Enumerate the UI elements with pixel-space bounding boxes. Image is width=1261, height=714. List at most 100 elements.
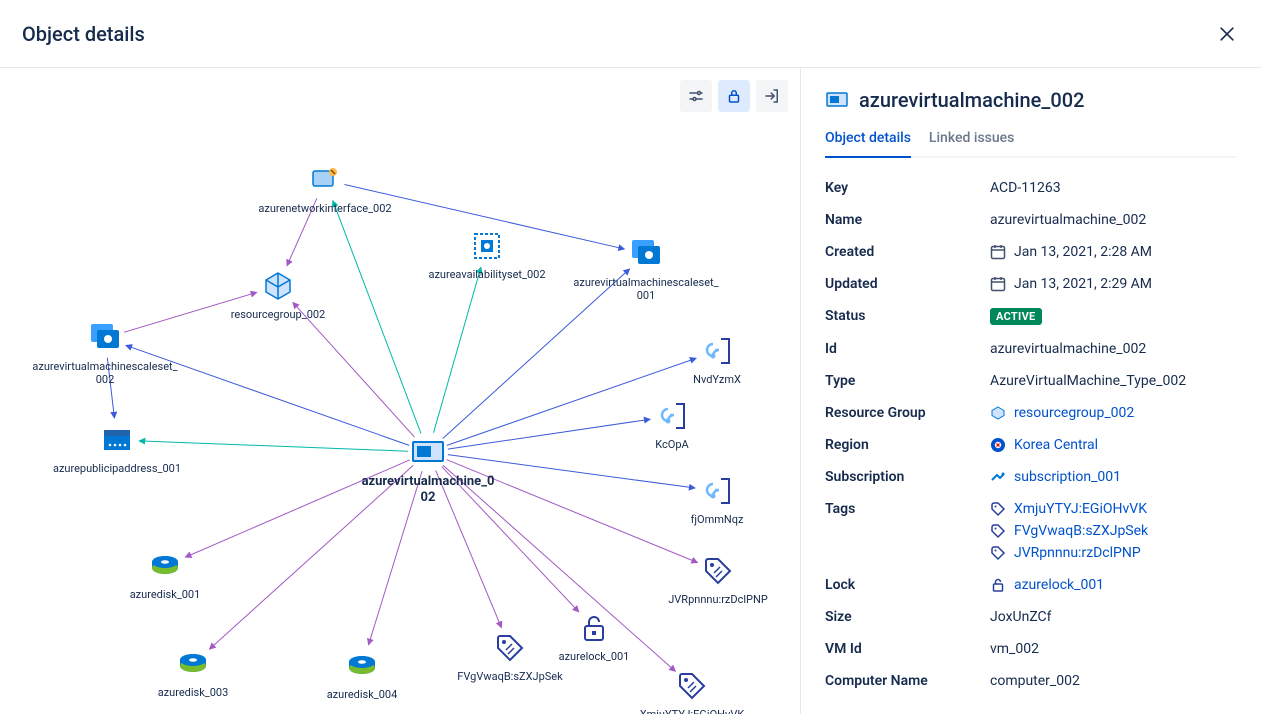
property-value-computer_name: computer_002 xyxy=(990,673,1237,689)
properties-list: KeyACD-11263Nameazurevirtualmachine_002C… xyxy=(825,172,1237,697)
tag-icon xyxy=(990,545,1006,561)
graph-expand-button[interactable] xyxy=(756,80,788,112)
graph-node-svc1[interactable]: NvdYzmX xyxy=(642,333,792,386)
text-id: azurevirtualmachine_002 xyxy=(990,341,1146,357)
property-row-type: TypeAzureVirtualMachine_Type_002 xyxy=(825,365,1237,397)
property-value-id: azurevirtualmachine_002 xyxy=(990,341,1237,357)
property-label-type: Type xyxy=(825,373,990,389)
object-title: azurevirtualmachine_002 xyxy=(825,88,1237,112)
graph-edges xyxy=(0,68,800,714)
graph-node-svc2[interactable]: KcOpA xyxy=(597,398,747,451)
property-value-vm_id: vm_002 xyxy=(990,641,1237,657)
disk-icon xyxy=(147,548,183,584)
property-row-region: Region Korea Central xyxy=(825,429,1237,461)
graph-node-label: azuredisk_004 xyxy=(327,688,398,701)
link-tags[interactable]: XmjuYTYJ:EGiOHvVK xyxy=(1014,501,1147,517)
link-subscription[interactable]: subscription_001 xyxy=(1014,469,1121,485)
vmss-icon xyxy=(87,320,123,356)
sliders-icon xyxy=(687,87,705,105)
property-label-id: Id xyxy=(825,341,990,357)
publicip-icon xyxy=(99,422,135,458)
link-tags[interactable]: FVgVwaqB:sZXJpSek xyxy=(1014,523,1148,539)
tab-linked-issues[interactable]: Linked issues xyxy=(929,124,1014,158)
property-row-lock: Lock azurelock_001 xyxy=(825,569,1237,601)
property-value-resource_group: resourcegroup_002 xyxy=(990,405,1237,421)
property-label-name: Name xyxy=(825,212,990,228)
page-title: Object details xyxy=(22,22,145,46)
property-value-size: JoxUnZCf xyxy=(990,609,1237,625)
service-icon xyxy=(699,333,735,369)
graph-node-rg[interactable]: resourcegroup_002 xyxy=(203,268,353,321)
graph-node-label: KcOpA xyxy=(655,438,688,451)
graph-node-nwif[interactable]: azurenetworkinterface_002 xyxy=(250,162,400,215)
graph-node-vm002[interactable]: azurevirtualmachine_002 xyxy=(353,434,503,505)
service-icon xyxy=(654,398,690,434)
property-row-size: SizeJoxUnZCf xyxy=(825,601,1237,633)
tab-object-details[interactable]: Object details xyxy=(825,124,911,158)
link-resource_group[interactable]: resourcegroup_002 xyxy=(1014,405,1134,421)
property-value-tags: XmjuYTYJ:EGiOHvVK FVgVwaqB:sZXJpSek JVRpnn… xyxy=(990,501,1237,561)
graph-node-label: fjOmmNqz xyxy=(691,513,744,526)
text-vm_id: vm_002 xyxy=(990,641,1039,657)
link-tags[interactable]: JVRpnnnu:rzDclPNP xyxy=(1014,545,1141,561)
graph-node-tag1[interactable]: XmjuYTYJ:EGiOHvVK xyxy=(617,668,767,714)
property-row-subscription: Subscription subscription_001 xyxy=(825,461,1237,493)
graph-node-lock[interactable]: azurelock_001 xyxy=(519,610,669,663)
property-value-type: AzureVirtualMachine_Type_002 xyxy=(990,373,1237,389)
property-label-subscription: Subscription xyxy=(825,469,990,485)
graph-node-label: azurepublicipaddress_001 xyxy=(53,462,181,475)
property-label-lock: Lock xyxy=(825,577,990,593)
resourcegroup-icon xyxy=(260,268,296,304)
property-row-tags: Tags XmjuYTYJ:EGiOHvVK FVgVwaqB:sZXJpSek JV… xyxy=(825,493,1237,569)
link-region[interactable]: Korea Central xyxy=(1014,437,1098,453)
graph-node-svc3[interactable]: fjOmmNqz xyxy=(642,473,792,526)
property-value-subscription: subscription_001 xyxy=(990,469,1237,485)
property-value-lock: azurelock_001 xyxy=(990,577,1237,593)
graph-toolbar xyxy=(680,80,788,112)
vmss-icon xyxy=(628,236,664,272)
graph-node-vmss2[interactable]: azurevirtualmachinescaleset_002 xyxy=(30,320,180,386)
graph-node-label: azuredisk_003 xyxy=(158,686,229,699)
graph-node-tag3[interactable]: JVRpnnnu:rzDclPNP xyxy=(643,553,793,606)
close-button[interactable] xyxy=(1215,22,1239,46)
graph-node-label: azurenetworkinterface_002 xyxy=(258,202,391,215)
lock-icon xyxy=(990,577,1006,593)
lock-icon xyxy=(725,87,743,105)
property-value-key: ACD-11263 xyxy=(990,180,1237,196)
graph-node-pip[interactable]: azurepublicipaddress_001 xyxy=(42,422,192,475)
service-icon xyxy=(699,473,735,509)
graph-node-label: FVgVwaqB:sZXJpSek xyxy=(457,670,562,683)
enter-icon xyxy=(763,87,781,105)
relationship-graph[interactable]: azurevirtualmachine_002 azurenetworkinter… xyxy=(0,68,801,714)
graph-node-disk1[interactable]: azuredisk_001 xyxy=(90,548,240,601)
text-size: JoxUnZCf xyxy=(990,609,1052,625)
graph-node-disk3[interactable]: azuredisk_003 xyxy=(118,646,268,699)
graph-node-label: azurevirtualmachine_002 xyxy=(362,474,495,505)
graph-node-disk4[interactable]: azuredisk_004 xyxy=(287,648,437,701)
disk-icon xyxy=(344,648,380,684)
subscription-icon xyxy=(990,469,1006,485)
text-type: AzureVirtualMachine_Type_002 xyxy=(990,373,1186,389)
status-badge: ACTIVE xyxy=(990,308,1042,325)
link-lock[interactable]: azurelock_001 xyxy=(1014,577,1104,593)
graph-node-vmss1[interactable]: azurevirtualmachinescaleset_001 xyxy=(571,236,721,302)
nic-icon xyxy=(307,162,343,198)
property-label-key: Key xyxy=(825,180,990,196)
property-label-vm_id: VM Id xyxy=(825,641,990,657)
graph-filter-button[interactable] xyxy=(680,80,712,112)
resourcegroup-icon xyxy=(990,405,1006,421)
property-label-status: Status xyxy=(825,308,990,324)
close-icon xyxy=(1217,24,1237,44)
calendar-icon xyxy=(990,244,1006,260)
calendar-icon xyxy=(990,276,1006,292)
property-row-vm_id: VM Idvm_002 xyxy=(825,633,1237,665)
detail-tabs: Object details Linked issues xyxy=(825,124,1237,158)
graph-node-avset[interactable]: azureavailabilityset_002 xyxy=(412,228,562,281)
property-label-tags: Tags xyxy=(825,501,990,517)
graph-lock-button[interactable] xyxy=(718,80,750,112)
text-computer_name: computer_002 xyxy=(990,673,1080,689)
text-updated: Jan 13, 2021, 2:29 AM xyxy=(1014,276,1152,292)
property-label-resource_group: Resource Group xyxy=(825,405,990,421)
disk-icon xyxy=(175,646,211,682)
property-label-region: Region xyxy=(825,437,990,453)
